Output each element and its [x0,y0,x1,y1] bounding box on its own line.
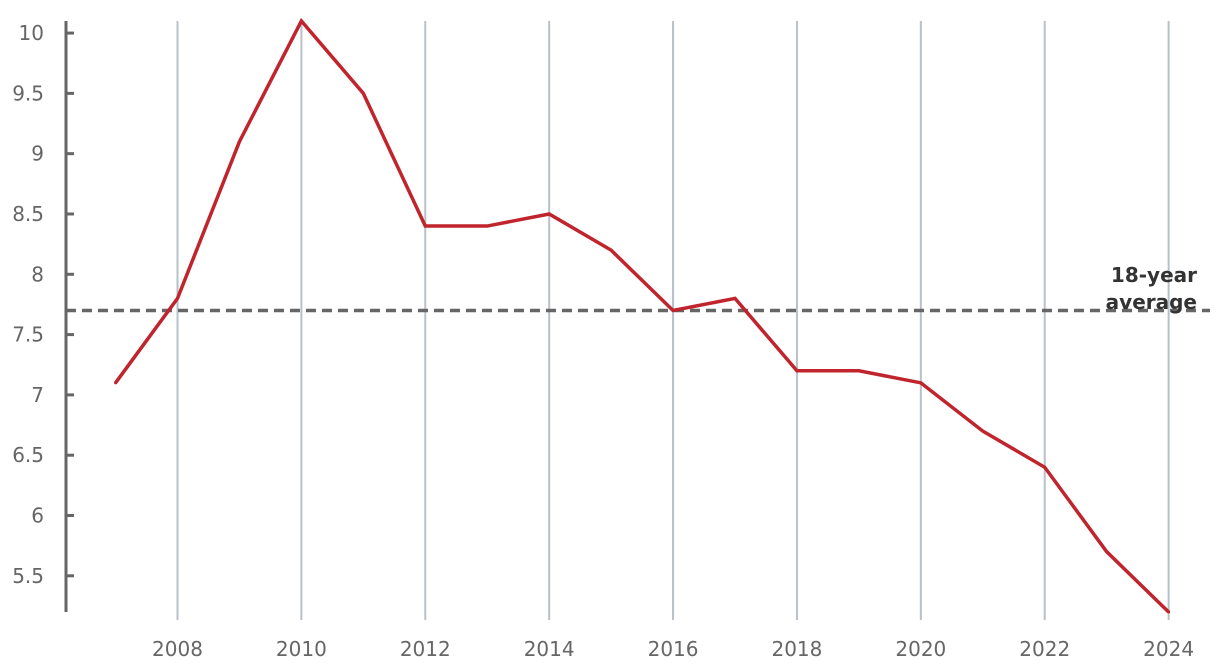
data-point-2019 [857,369,861,373]
data-point-2015 [609,248,613,252]
series-group [114,17,1171,614]
x-tick-label-2024: 2024 [1143,637,1194,661]
y-tick-label-6.5: 6.5 [12,443,44,467]
data-point-2018 [795,369,799,373]
y-tick-label-9.5: 9.5 [12,81,44,105]
y-tick-label-9: 9 [31,142,44,166]
x-tick-label-2018: 2018 [771,637,822,661]
data-point-2021 [981,429,985,433]
data-point-2017 [733,296,737,300]
x-tick-label-2008: 2008 [152,637,203,661]
data-point-2007 [114,381,118,385]
vertical-gridlines [176,21,1170,620]
y-tick-label-8: 8 [31,262,44,286]
x-tick-label-2016: 2016 [648,637,699,661]
x-tick-label-2010: 2010 [276,637,327,661]
data-point-2008 [176,296,179,300]
y-tick-label-6: 6 [31,504,44,528]
average-label-line2: average [1106,290,1197,314]
data-point-2022 [1043,465,1047,469]
x-tick-label-2014: 2014 [524,637,575,661]
average-label-line1: 18-year [1111,263,1197,287]
series-line-0 [114,17,1170,614]
x-tick-label-2012: 2012 [400,637,451,661]
y-tick-label-5.5: 5.5 [12,564,44,588]
tick-labels: 5.5 6 6.5 7 7.5 8 8.5 9 9.5 10 2008 2010 2012 2014 201… [12,21,1197,661]
x-tick-label-2022: 2022 [1019,637,1070,661]
axes [64,21,74,612]
y-tick-label-7: 7 [31,383,44,407]
y-tick-label-7.5: 7.5 [12,323,44,347]
data-point-2009 [237,140,241,144]
data-point-2016 [671,308,675,312]
data-point-2013 [485,224,489,228]
y-tick-label-8.5: 8.5 [12,202,44,226]
y-tick-label-10: 10 [19,21,44,45]
x-tick-label-2020: 2020 [895,637,946,661]
data-point-2024 [1167,610,1171,614]
data-point-2020 [919,381,923,385]
data-point-2023 [1105,550,1109,554]
data-point-2010 [299,19,303,23]
data-point-2011 [361,91,365,95]
data-point-2012 [423,224,427,228]
data-point-2014 [547,212,551,216]
